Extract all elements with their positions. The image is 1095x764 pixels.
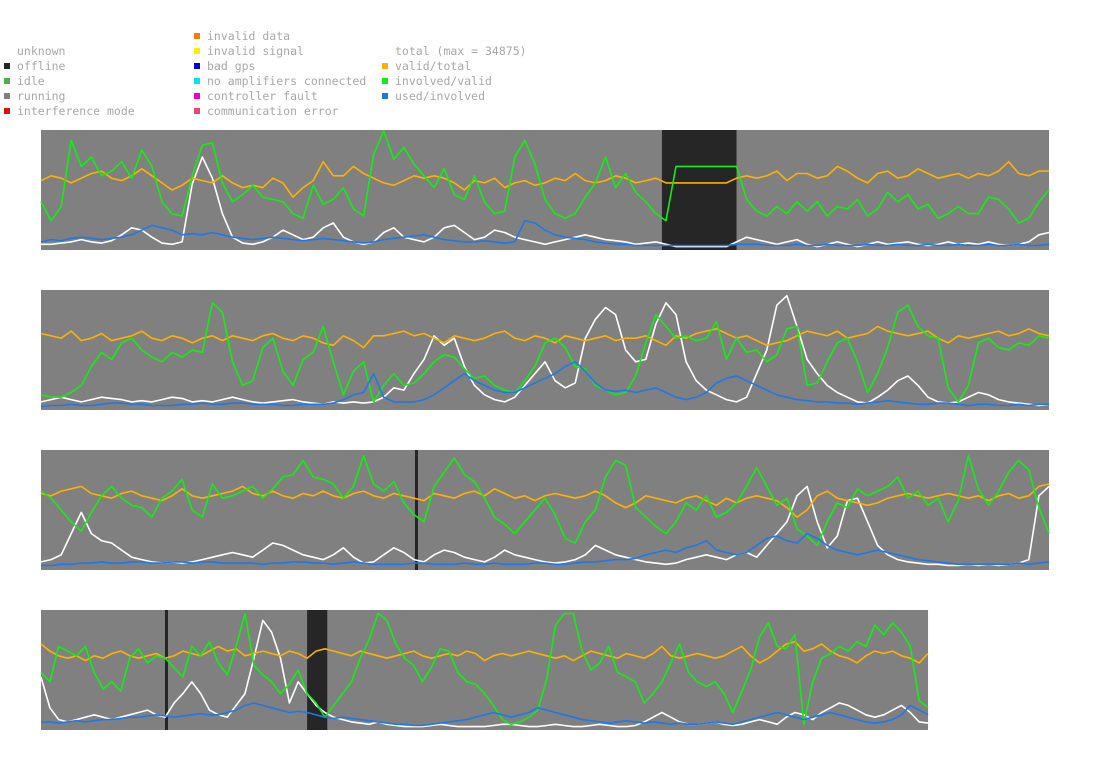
legend: unknown offline idle running interferenc… (0, 0, 1095, 125)
legend-label: running (17, 89, 66, 103)
series-line-total (40, 294, 1050, 407)
legend-swatch-interference-mode (4, 108, 10, 114)
legend-label: interference mode (17, 104, 135, 118)
legend-swatch-offline (4, 63, 10, 69)
legend-swatch-invalid-data (194, 33, 200, 39)
series-line-valid-total (40, 325, 1050, 349)
legend-label: valid/total (395, 59, 472, 73)
chart-panel-3 (40, 450, 1050, 570)
series-line-involved-valid (40, 612, 929, 726)
legend-swatch-controller-fault (194, 93, 200, 99)
series-line-used-involved (41, 702, 929, 727)
legend-label: involved/valid (395, 74, 492, 88)
legend-label: bad gps (207, 59, 256, 73)
chart-panel-2 (40, 290, 1050, 410)
panel-background (41, 450, 1049, 570)
panel-background (41, 610, 929, 730)
series-line-used-involved (40, 360, 1049, 408)
legend-label: total (max = 34875) (395, 44, 527, 58)
legend-label: no amplifiers connected (207, 74, 367, 88)
legend-swatch-involved-valid (382, 78, 388, 84)
legend-label: idle (17, 74, 45, 88)
series-line-valid-total (40, 640, 929, 664)
status-band-offline-1 (164, 610, 169, 730)
legend-label: communication error (207, 104, 339, 118)
status-band-offline-1 (414, 450, 418, 570)
panel-background (41, 290, 1049, 410)
legend-swatch-no-amplifiers (194, 78, 200, 84)
legend-swatch-communication-error (194, 108, 200, 114)
chart-panel-1 (40, 130, 1050, 250)
legend-label: controller fault (207, 89, 318, 103)
series-line-used-involved (40, 219, 1050, 247)
status-band-offline-1 (661, 130, 737, 250)
series-line-total (41, 156, 1050, 248)
chart-panel-4 (40, 610, 929, 730)
series-line-used-involved (41, 532, 1050, 567)
legend-swatch-bad-gps (194, 63, 200, 69)
panel-background (41, 130, 1049, 250)
legend-label: invalid data (207, 29, 291, 43)
series-line-total (40, 619, 929, 728)
series-line-valid-total (40, 160, 1049, 198)
series-line-involved-valid (40, 454, 1050, 547)
legend-label: offline (17, 59, 66, 73)
series-line-involved-valid (40, 301, 1050, 403)
legend-swatch-valid-total (382, 63, 388, 69)
legend-label: used/involved (395, 89, 486, 103)
legend-swatch-used-involved (382, 93, 388, 99)
series-line-total (40, 485, 1050, 567)
legend-label: unknown (17, 44, 66, 58)
legend-swatch-running (4, 93, 10, 99)
legend-label: invalid signal (207, 44, 304, 58)
series-line-involved-valid (40, 130, 1050, 224)
legend-swatch-idle (4, 78, 10, 84)
legend-swatch-invalid-signal (194, 48, 200, 54)
